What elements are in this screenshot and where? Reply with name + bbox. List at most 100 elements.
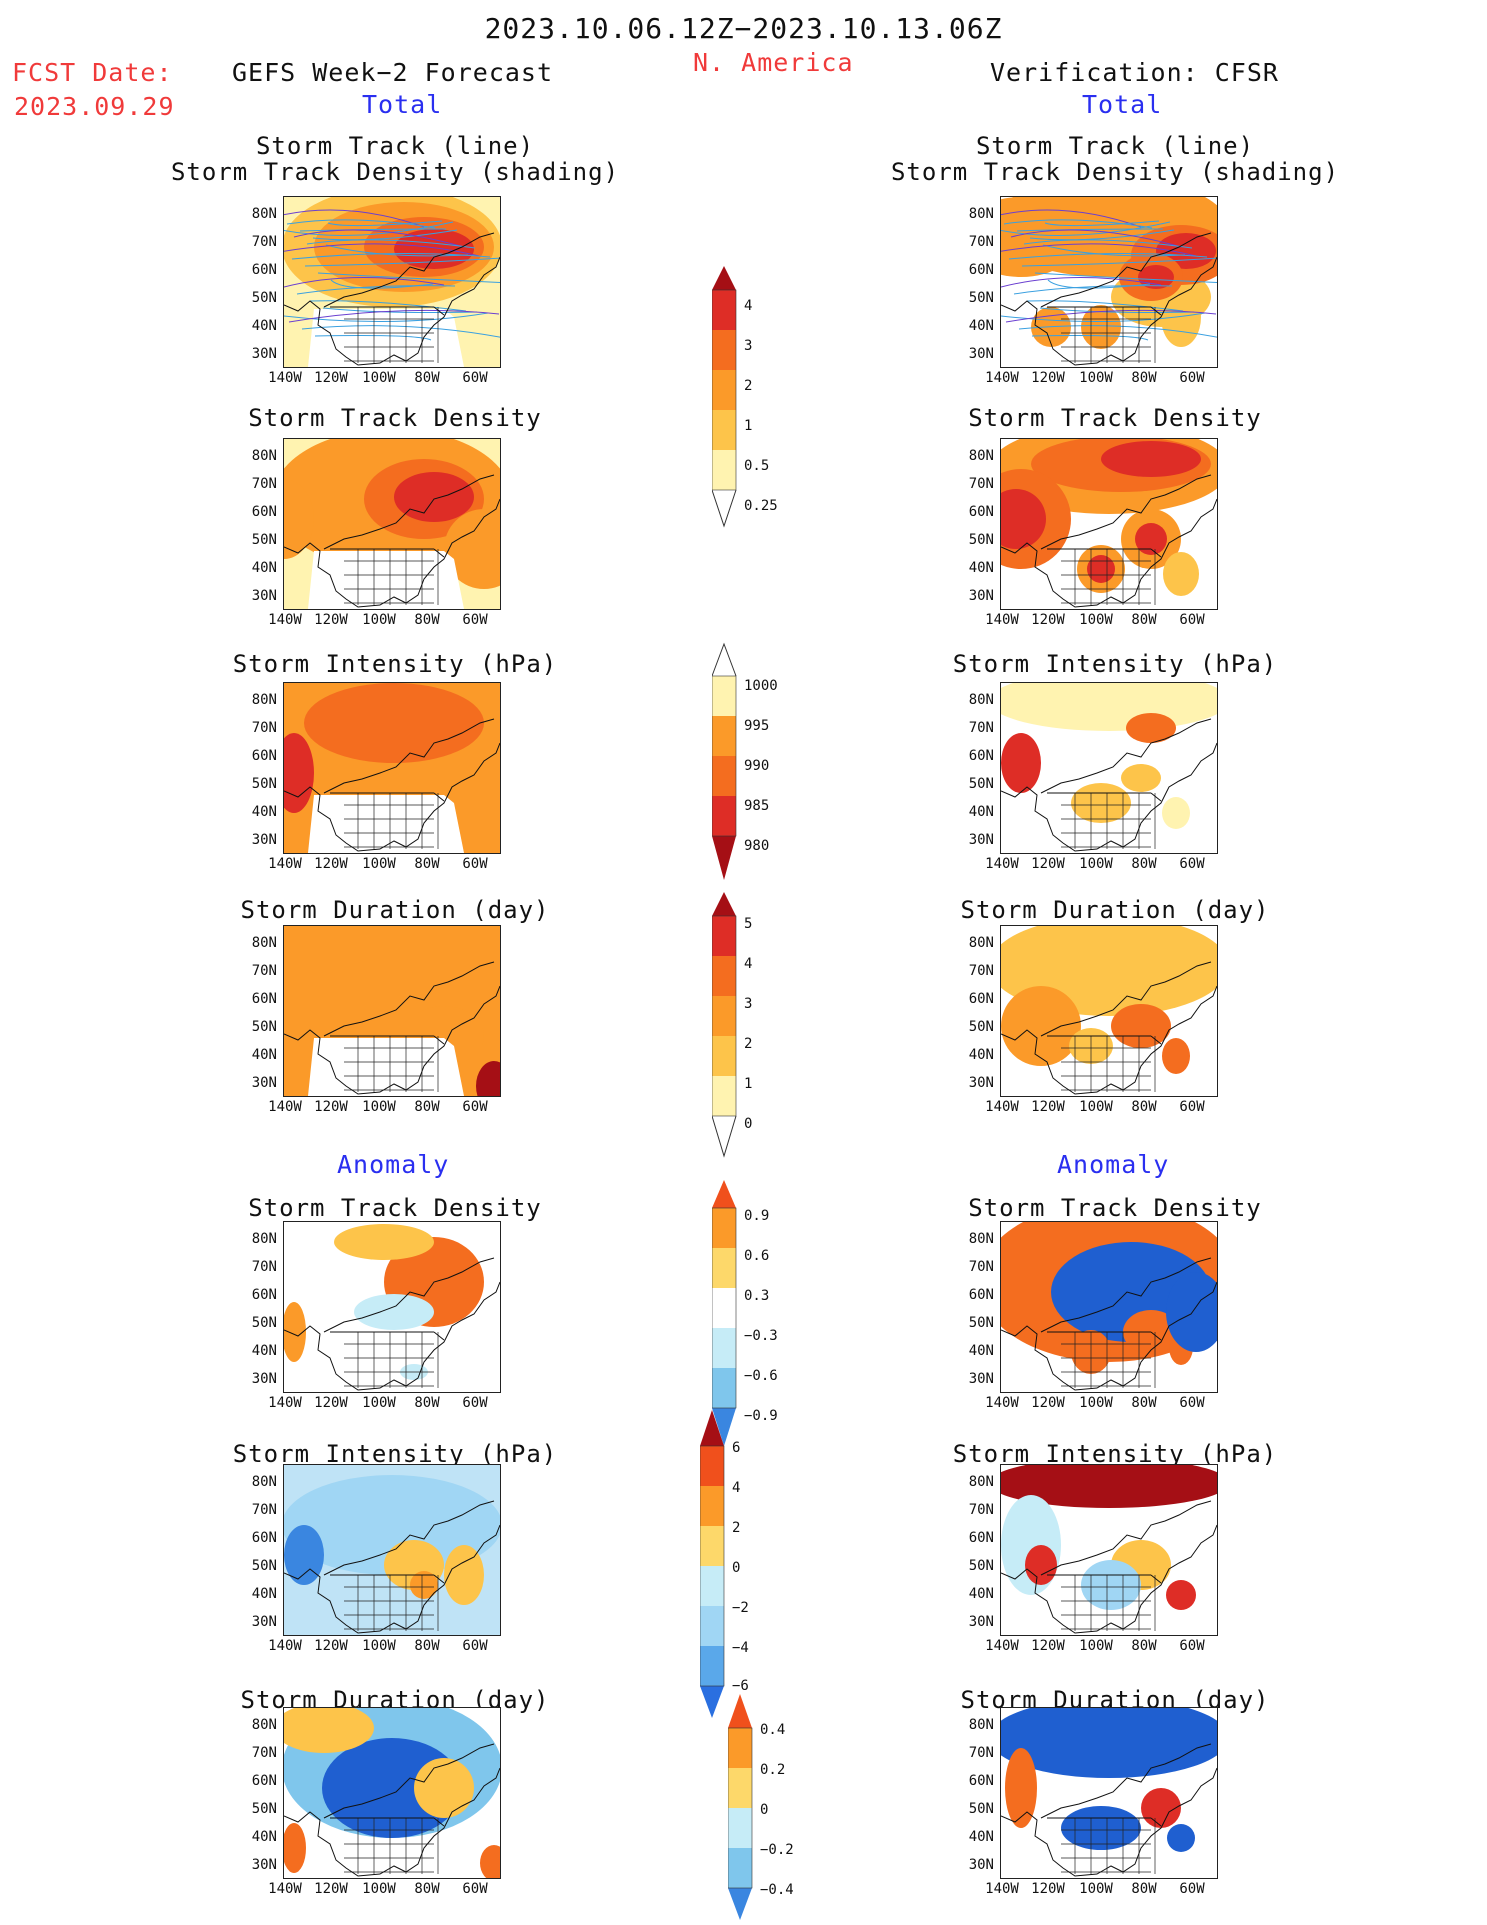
storm-track-line [1034,272,1217,283]
storm-track-line [1039,307,1195,313]
left-title-anom-density: Storm Track Density [248,1194,542,1222]
storm-track-line [1021,257,1217,267]
lat-tick-label: 50N [251,532,277,548]
lat-tick-label: 70N [968,720,994,736]
lat-tick-label: 50N [968,532,994,548]
lon-tick-label: 100W [1079,1099,1113,1115]
lat-tick-label: 70N [968,476,994,492]
cb-duration-label-2: 3 [744,996,752,1012]
lat-tick-label: 50N [968,290,994,306]
lon-tick-label: 120W [314,370,348,386]
storm-track-line [1001,221,1171,236]
right-title-track-line: Storm Track (line) [975,132,1255,160]
left-title-anom-intensity: Storm Intensity (hPa) [232,1440,558,1468]
lon-tick-label: 140W [985,856,1019,872]
colorbar-anom-density: 0.9 0.6 0.3 −0.3 −0.6 −0.9 [712,1180,778,1446]
lat-tick-label: 80N [251,692,277,708]
lon-tick-label: 60W [1179,1099,1205,1115]
lat-tick-label: 80N [251,1231,277,1247]
lat-tick-label: 60N [251,991,277,1007]
lon-tick-label: 140W [268,1099,302,1115]
shading-region [1087,555,1115,583]
lat-tick-label: 60N [251,504,277,520]
cb-duration-label-0: 5 [744,916,752,932]
left-title-intensity: Storm Intensity (hPa) [232,650,558,678]
shading-region [284,479,314,559]
lat-tick-label: 40N [968,1586,994,1602]
lon-tick-label: 60W [1179,370,1205,386]
storm-track-line [1029,229,1175,241]
lon-tick-label: 80W [1131,1395,1157,1411]
shading-region [304,683,484,763]
lat-tick-label: 70N [968,234,994,250]
lon-tick-label: 60W [1179,1881,1205,1897]
right-total-label: Total [1082,90,1163,119]
shading-region [1071,783,1131,823]
storm-track-line [304,257,500,267]
cb-intensity-label-0: 1000 [744,678,778,694]
lon-tick-label: 140W [268,1881,302,1897]
shading-region [444,1545,484,1605]
lon-tick-label: 140W [268,370,302,386]
shading-region [1025,1545,1057,1585]
lon-tick-label: 100W [1079,1881,1113,1897]
storm-track-line [322,307,478,313]
coastline [284,474,500,608]
state-borders [1061,1818,1156,1874]
lon-tick-label: 120W [314,856,348,872]
lon-tick-label: 120W [1031,612,1065,628]
coastline [284,1500,500,1634]
shading-region [1001,986,1081,1066]
cb-anom-duration-3: −0.2 [760,1842,794,1858]
cb-anom-intensity-4: −2 [732,1600,749,1616]
shading-region [1121,764,1161,792]
state-borders [1061,1575,1156,1631]
cb-density-label-1: 3 [744,338,752,354]
lon-tick-label: 100W [1079,856,1113,872]
colorbar-track-density: 4 3 2 1 0.5 0.25 [712,266,778,528]
right-title-intensity: Storm Intensity (hPa) [952,650,1278,678]
storm-track-line [1003,219,1153,229]
coastline [1001,961,1217,1095]
lon-tick-label: 120W [314,1099,348,1115]
lat-tick-label: 70N [251,720,277,736]
shading-region [1167,1824,1195,1852]
lon-tick-label: 80W [414,1099,440,1115]
state-borders [344,1818,439,1874]
lat-tick-label: 40N [251,560,277,576]
map-panel [283,1707,501,1879]
lat-tick-label: 40N [968,1047,994,1063]
cb-anom-intensity-5: −4 [732,1640,749,1656]
no-data-region [308,795,464,853]
left-column-title: GEFS Week−2 Forecast [232,58,554,87]
lat-tick-label: 50N [251,1019,277,1035]
lat-tick-label: 60N [251,1773,277,1789]
left-title-duration: Storm Duration (day) [240,896,550,924]
lat-tick-label: 30N [968,1857,994,1873]
coastline [1001,718,1217,852]
lat-tick-label: 70N [251,476,277,492]
lat-tick-label: 50N [251,1315,277,1331]
lat-tick-label: 30N [968,1371,994,1387]
lon-tick-label: 120W [1031,856,1065,872]
lat-tick-label: 80N [251,206,277,222]
state-borders [344,307,439,363]
shading-region [476,1061,500,1096]
lat-tick-label: 40N [251,1047,277,1063]
state-borders [344,549,439,605]
cb-density-label-5: 0.25 [744,498,778,514]
map-panel [1000,1464,1218,1636]
lon-tick-label: 120W [1031,370,1065,386]
cb-duration-label-3: 2 [744,1036,752,1052]
shading-region [1166,1272,1217,1352]
lon-tick-label: 100W [1079,1395,1113,1411]
coastline [1001,474,1217,608]
lon-tick-label: 60W [462,370,488,386]
map-panel [1000,1221,1218,1393]
lat-tick-label: 40N [968,1829,994,1845]
right-title-track-density-shading: Storm Track Density (shading) [890,158,1340,186]
lat-tick-label: 50N [968,1801,994,1817]
shading-region [1001,733,1041,793]
shading-region [284,1708,374,1753]
lat-tick-label: 70N [251,1502,277,1518]
